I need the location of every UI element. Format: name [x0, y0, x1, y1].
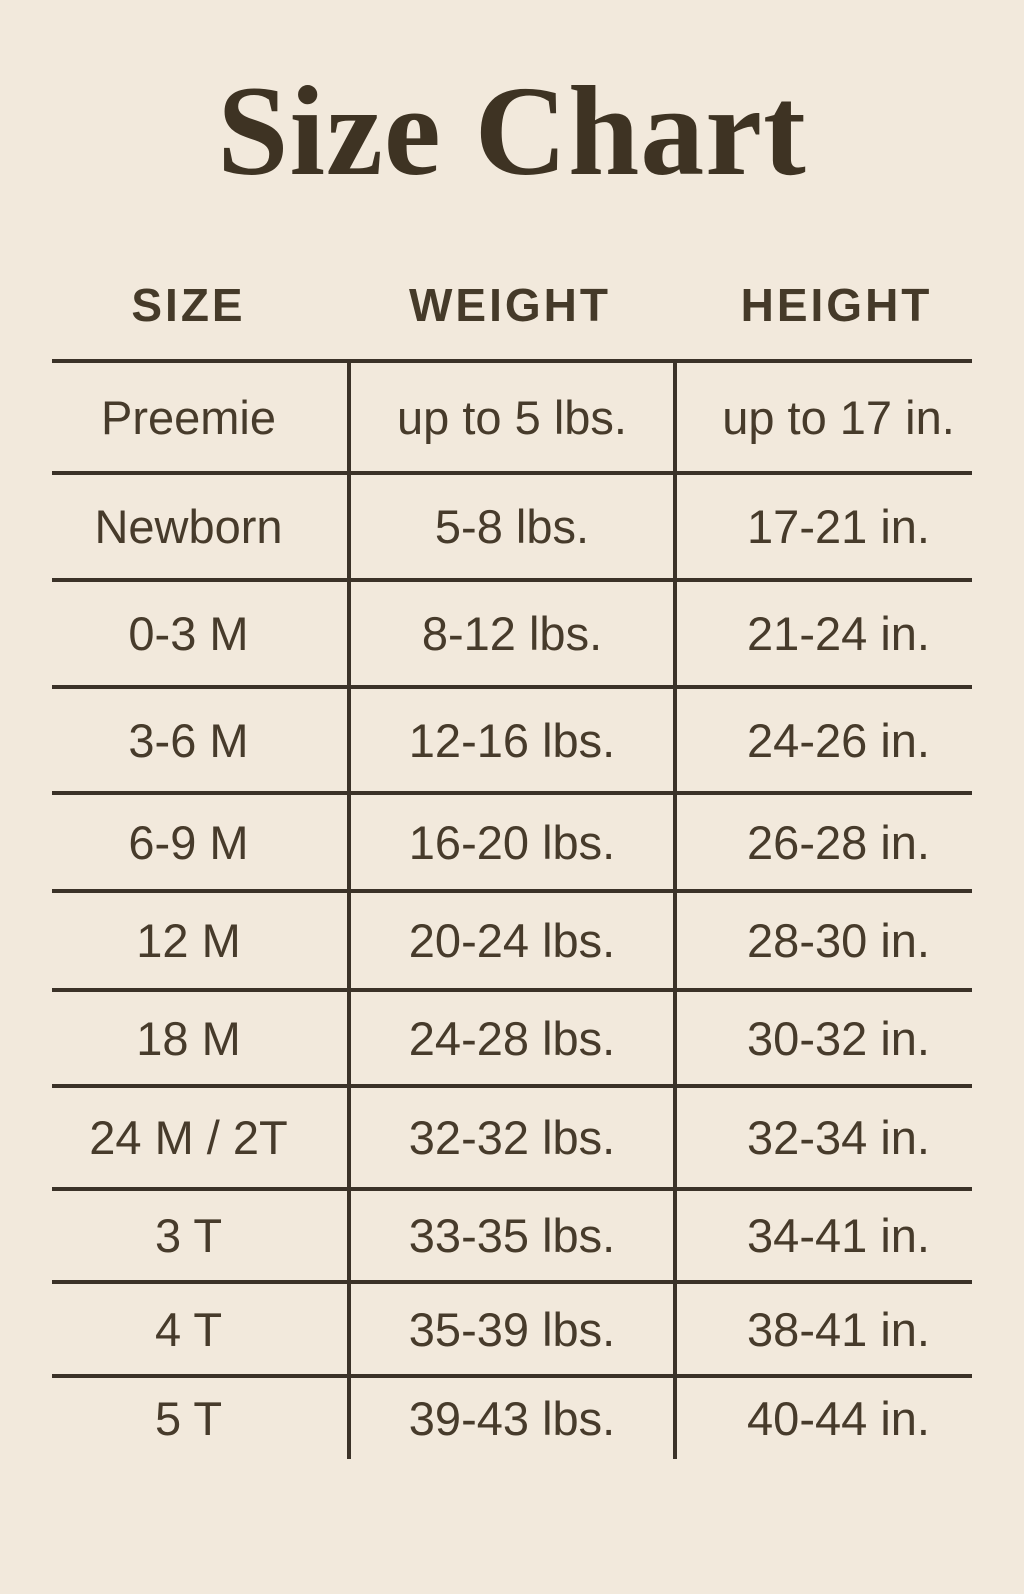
table-row: 3 T 33-35 lbs. 34-41 in.: [52, 1187, 972, 1281]
cell-height: 21-24 in.: [673, 582, 972, 686]
cell-height: 26-28 in.: [673, 795, 972, 890]
cell-height: 38-41 in.: [673, 1284, 972, 1375]
cell-size: 18 M: [136, 1011, 241, 1065]
cell-weight: 33-35 lbs.: [347, 1191, 673, 1281]
cell-size: 5 T: [154, 1392, 223, 1446]
table-row: 6-9 M 16-20 lbs. 26-28 in.: [52, 791, 972, 890]
cell-weight: up to 5 lbs.: [347, 363, 673, 472]
table-row: 18 M 24-28 lbs. 30-32 in.: [52, 988, 972, 1085]
table-row: 0-3 M 8-12 lbs. 21-24 in.: [52, 578, 972, 686]
cell-height: 40-44 in.: [673, 1378, 972, 1460]
table-row: Newborn 5-8 lbs. 17-21 in.: [52, 471, 972, 579]
cell-weight: 8-12 lbs.: [347, 582, 673, 686]
cell-size: 3 T: [154, 1209, 223, 1263]
header-cell-height: HEIGHT: [740, 279, 933, 332]
cell-size: Newborn: [94, 500, 283, 554]
cell-height: up to 17 in.: [673, 363, 972, 472]
table-row: 3-6 M 12-16 lbs. 24-26 in.: [52, 685, 972, 792]
cell-weight: 32-32 lbs.: [347, 1088, 673, 1188]
cell-weight: 39-43 lbs.: [347, 1378, 673, 1460]
cell-size: Preemie: [100, 390, 276, 444]
cell-weight: 5-8 lbs.: [347, 475, 673, 579]
cell-size: 24 M / 2T: [89, 1111, 288, 1165]
table-row: 24 M / 2T 32-32 lbs. 32-34 in.: [52, 1084, 972, 1188]
cell-height: 17-21 in.: [673, 475, 972, 579]
cell-size: 12 M: [136, 914, 241, 968]
cell-size: 4 T: [154, 1302, 223, 1356]
page-title: Size Chart: [217, 60, 807, 202]
table-header-row: SIZE WEIGHT HEIGHT: [52, 251, 972, 359]
cell-weight: 12-16 lbs.: [347, 689, 673, 792]
header-cell-size: SIZE: [131, 279, 246, 332]
cell-weight: 20-24 lbs.: [347, 893, 673, 989]
cell-height: 30-32 in.: [673, 992, 972, 1085]
cell-size: 0-3 M: [128, 607, 249, 661]
cell-height: 28-30 in.: [673, 893, 972, 989]
cell-size: 6-9 M: [128, 815, 249, 869]
cell-weight: 24-28 lbs.: [347, 992, 673, 1085]
table-body: Preemie up to 5 lbs. up to 17 in. Newbor…: [52, 359, 972, 1460]
size-chart-table: SIZE WEIGHT HEIGHT Preemie up to 5 lbs. …: [52, 251, 972, 1460]
cell-weight: 16-20 lbs.: [347, 795, 673, 890]
header-cell-weight: WEIGHT: [409, 279, 611, 332]
cell-height: 24-26 in.: [673, 689, 972, 792]
table-row: 12 M 20-24 lbs. 28-30 in.: [52, 889, 972, 989]
cell-height: 34-41 in.: [673, 1191, 972, 1281]
table-row: Preemie up to 5 lbs. up to 17 in.: [52, 359, 972, 472]
table-row: 5 T 39-43 lbs. 40-44 in.: [52, 1374, 972, 1460]
cell-height: 32-34 in.: [673, 1088, 972, 1188]
cell-weight: 35-39 lbs.: [347, 1284, 673, 1375]
cell-size: 3-6 M: [128, 713, 249, 767]
table-row: 4 T 35-39 lbs. 38-41 in.: [52, 1280, 972, 1375]
